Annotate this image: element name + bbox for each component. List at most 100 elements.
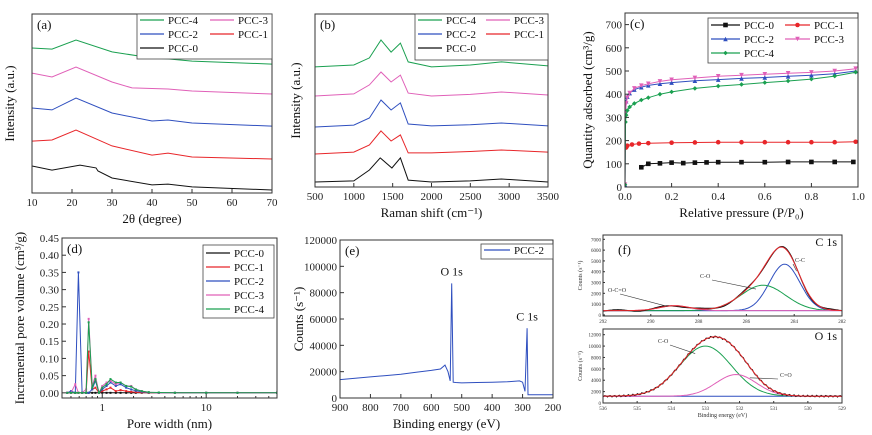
data-point-marker	[853, 66, 858, 71]
data-point-marker	[130, 385, 133, 388]
x-axis-label: Relative pressure (P/P₀)	[679, 205, 803, 220]
x-axis-label: Raman shift (cm⁻¹)	[381, 205, 483, 220]
data-point-marker	[704, 160, 709, 165]
data-point-marker	[692, 86, 698, 91]
y-tick-label: 0.15	[40, 336, 60, 348]
y-tick-label: 0	[617, 182, 623, 194]
series-line-pcc-4	[625, 71, 856, 185]
data-point-marker	[762, 139, 768, 145]
data-point-marker	[657, 91, 663, 97]
y-axis-label: Incremental pore volume (cm³/g)	[12, 232, 27, 404]
data-point-marker	[74, 383, 77, 386]
data-point-marker	[627, 90, 632, 96]
data-point-marker	[105, 388, 108, 391]
component-label: C-C	[795, 258, 805, 264]
series-PCC-3	[66, 317, 277, 395]
x-tick-label: 400	[484, 402, 501, 414]
data-point-marker	[125, 386, 128, 389]
series-line-pcc-0	[315, 156, 548, 183]
series-PCC-2	[315, 99, 548, 128]
data-point-marker	[715, 83, 721, 89]
data-point-marker	[119, 391, 122, 394]
x-tick-label: 290	[647, 320, 655, 325]
x-tick-label: 286	[743, 320, 751, 325]
chart-panel-d: 1 10 0.00 0.05 0.10 0.15 0.20 0.25 0.30 0.35 0.40 0…	[12, 232, 278, 431]
y-tick-label: 0.05	[40, 371, 60, 383]
data-point-marker	[762, 75, 768, 80]
data-point-marker	[74, 391, 77, 394]
data-point-marker	[692, 160, 698, 165]
legend-entry-pcc-4: PCC-4	[140, 15, 198, 27]
data-point-marker	[785, 139, 791, 145]
series-PCC-4	[32, 39, 272, 65]
data-point-marker	[66, 391, 69, 394]
data-point-marker	[715, 159, 721, 165]
chart-panel-c: 0.0 0.2 0.4 0.6 0.8 1.0 0 100 200 300 400 500 600 700…	[580, 12, 865, 220]
x-tick-label: 535	[633, 407, 641, 412]
data-point-marker	[785, 78, 791, 84]
chart-panel-f: (f) 292 290 288 286 284 282 0 1000 2000 3000 4000 50…	[577, 234, 846, 419]
data-point-marker	[91, 388, 94, 391]
data-point-marker	[629, 142, 635, 147]
annotation-arrow	[669, 344, 696, 354]
x-tick-label: 1.0	[851, 191, 865, 203]
data-point-marker	[832, 71, 837, 77]
data-point-marker	[669, 89, 674, 95]
data-point-marker	[657, 79, 663, 84]
data-point-marker	[680, 160, 686, 166]
y-tick-label: 12000	[589, 334, 602, 339]
series-PCC-1	[315, 130, 548, 155]
raw-data-line	[602, 335, 843, 398]
legend-box	[414, 13, 549, 61]
data-point-marker	[625, 108, 630, 113]
panel-label: (e)	[345, 243, 359, 258]
y-tick-label: 2000	[591, 292, 602, 297]
y-tick-label: 60000	[310, 314, 338, 326]
legend-label: PCC-0	[446, 43, 476, 55]
data-point-marker	[87, 317, 90, 320]
component-c-c	[603, 263, 843, 312]
y-tick-label: 3000	[591, 282, 602, 287]
series-line-pcc-3	[625, 68, 856, 185]
annotation-arrow	[711, 279, 757, 290]
y-axis-label: Quantity adsorbed (cm³/g)	[580, 31, 595, 168]
data-point-marker	[134, 388, 137, 391]
data-point-marker	[125, 391, 128, 394]
series-line-pcc-2	[32, 97, 272, 127]
data-point-marker	[832, 139, 837, 145]
x-tick-label: 20	[67, 197, 79, 209]
data-point-marker	[632, 86, 637, 91]
data-point-marker	[739, 139, 744, 145]
y-tick-label: 4000	[591, 271, 602, 276]
peak-annotation: C 1s	[516, 309, 538, 323]
data-point-marker	[809, 72, 814, 78]
series-line-pcc-1	[67, 351, 277, 394]
data-point-marker	[101, 390, 104, 393]
legend-label: PCC-0	[168, 43, 198, 55]
data-point-marker	[832, 159, 837, 165]
data-point-marker	[646, 81, 651, 87]
y-axis-label: Intensity (a.u.)	[288, 62, 303, 138]
chart-panel-a: 10 20 30 40 50 60 70 2θ (degree) Intensity (a.u.…	[2, 13, 278, 226]
x-tick-label: 0.2	[665, 191, 679, 203]
legend-label: PCC-0	[234, 248, 264, 260]
x-tick-label: 1500	[382, 191, 405, 203]
legend-box	[480, 243, 554, 260]
data-point-marker	[97, 391, 100, 394]
y-tick-label: 200	[606, 136, 623, 148]
series-PCC-0	[32, 164, 272, 191]
data-point-marker	[832, 73, 837, 79]
legend-entry-pcc-0: PCC-0	[206, 248, 264, 260]
data-point-marker	[114, 390, 117, 393]
data-point-marker	[236, 391, 239, 394]
component-c-o	[603, 345, 842, 397]
y-tick-label: 0.40	[40, 250, 60, 262]
data-point-marker	[692, 140, 698, 145]
y-tick-label: 7000	[591, 238, 602, 243]
data-point-marker	[105, 391, 108, 394]
y-tick-label: 500	[606, 66, 623, 78]
xps-subpanel-c1s: 292 290 288 286 284 282 0 1000 2000 3000 4000 5000 6…	[577, 234, 846, 325]
x-axis-label: Binding energy (eV)	[393, 416, 500, 431]
data-point-marker	[669, 80, 674, 85]
legend-entry-pcc-4: PCC-4	[711, 48, 774, 60]
